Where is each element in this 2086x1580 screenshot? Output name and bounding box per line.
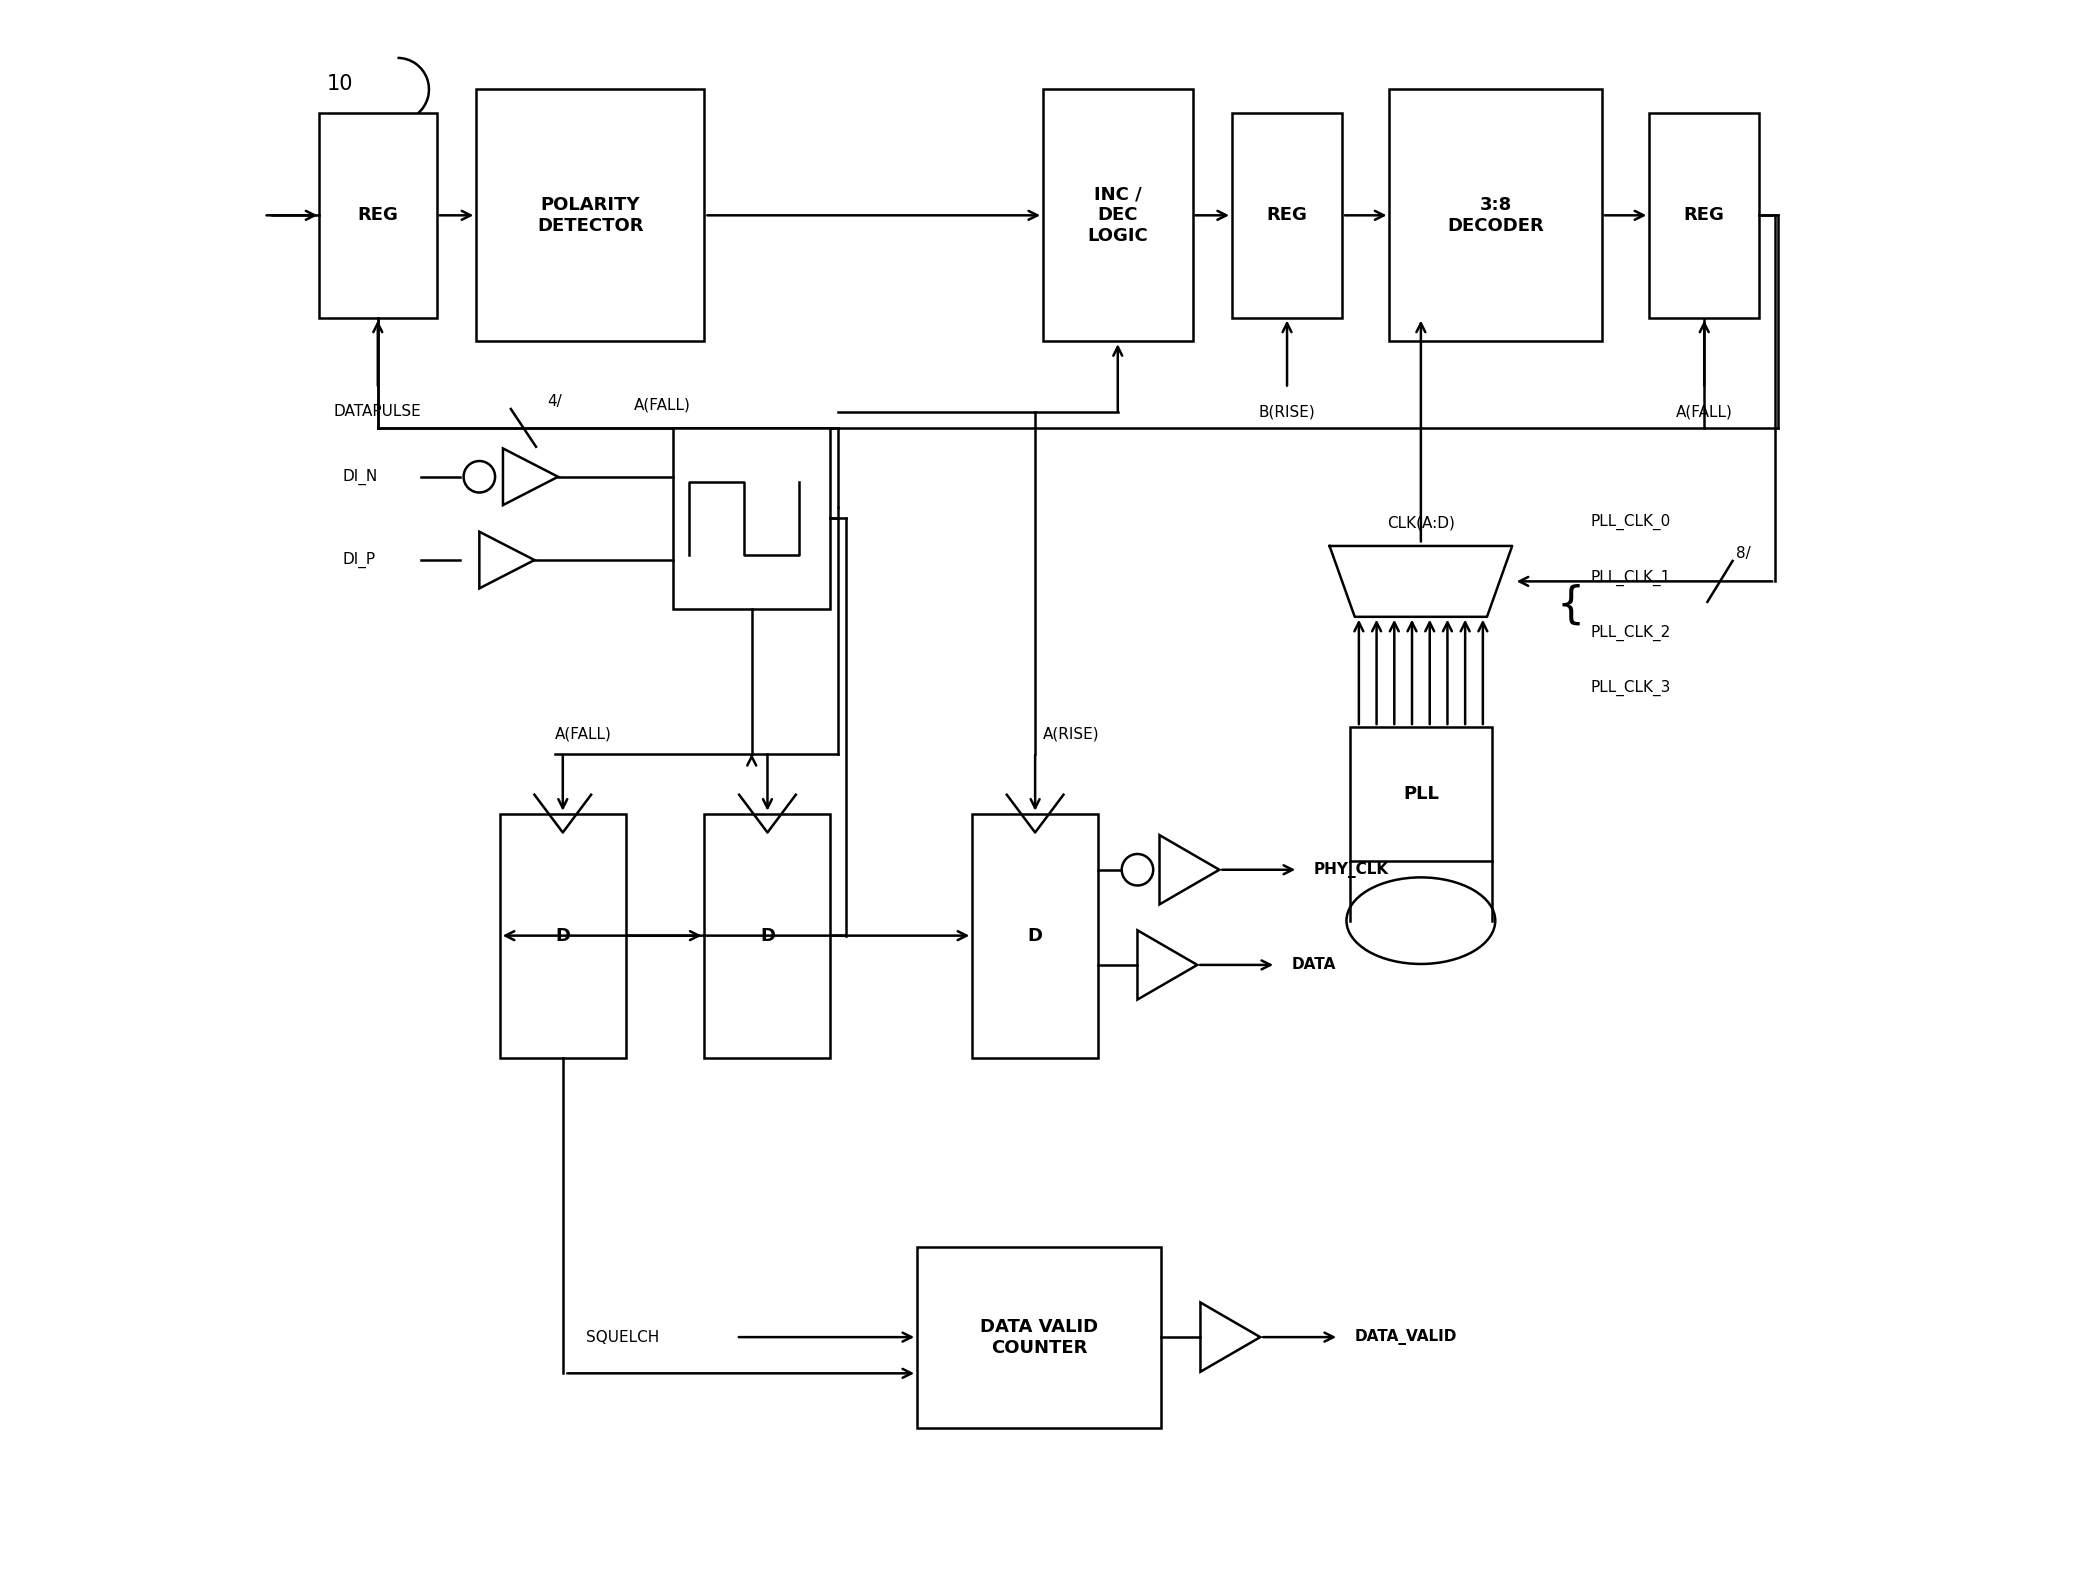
Text: A(RISE): A(RISE) [1043,727,1099,741]
Text: POLARITY
DETECTOR: POLARITY DETECTOR [536,196,645,235]
Text: DATA VALID
COUNTER: DATA VALID COUNTER [980,1318,1097,1357]
Bar [1350,727,1491,861]
Bar [501,814,626,1057]
Text: D: D [759,926,776,945]
Bar [1389,90,1602,341]
Bar [674,428,830,608]
Text: 3:8
DECODER: 3:8 DECODER [1448,196,1544,235]
Polygon shape [1329,547,1512,616]
Text: D: D [555,926,569,945]
Text: PLL_CLK_0: PLL_CLK_0 [1592,514,1671,531]
Bar [1650,114,1758,318]
Text: 4/: 4/ [547,393,563,409]
Text: DATA: DATA [1291,957,1337,972]
Text: PLL_CLK_3: PLL_CLK_3 [1592,679,1671,695]
Circle shape [463,461,494,493]
Bar [1043,90,1193,341]
Text: DATA_VALID: DATA_VALID [1354,1329,1458,1345]
Text: A(FALL): A(FALL) [634,397,690,412]
Text: 8/: 8/ [1736,547,1750,561]
Bar [705,814,830,1057]
Text: A(FALL): A(FALL) [555,727,611,741]
Bar [972,814,1097,1057]
Text: A(FALL): A(FALL) [1675,404,1733,419]
Text: DATAPULSE: DATAPULSE [334,404,421,419]
Text: REG: REG [357,207,398,224]
Bar [319,114,436,318]
Bar [918,1247,1162,1428]
Text: B(RISE): B(RISE) [1258,404,1316,419]
Text: PLL_CLK_2: PLL_CLK_2 [1592,624,1671,640]
Text: INC /
DEC
LOGIC: INC / DEC LOGIC [1087,185,1147,245]
Text: PLL: PLL [1404,785,1439,803]
Ellipse shape [1345,877,1496,964]
Text: 10: 10 [328,74,353,93]
Circle shape [1122,855,1154,885]
Text: REG: REG [1683,207,1725,224]
Bar [1233,114,1341,318]
Text: SQUELCH: SQUELCH [586,1330,659,1345]
Text: PLL_CLK_1: PLL_CLK_1 [1592,569,1671,586]
Text: REG: REG [1266,207,1308,224]
Text: {: { [1556,583,1585,627]
Text: PHY_CLK: PHY_CLK [1314,861,1389,878]
Text: D: D [1028,926,1043,945]
Text: DI_P: DI_P [342,551,375,569]
Text: CLK(A:D): CLK(A:D) [1387,515,1454,531]
Bar [476,90,705,341]
Text: DI_N: DI_N [342,469,378,485]
